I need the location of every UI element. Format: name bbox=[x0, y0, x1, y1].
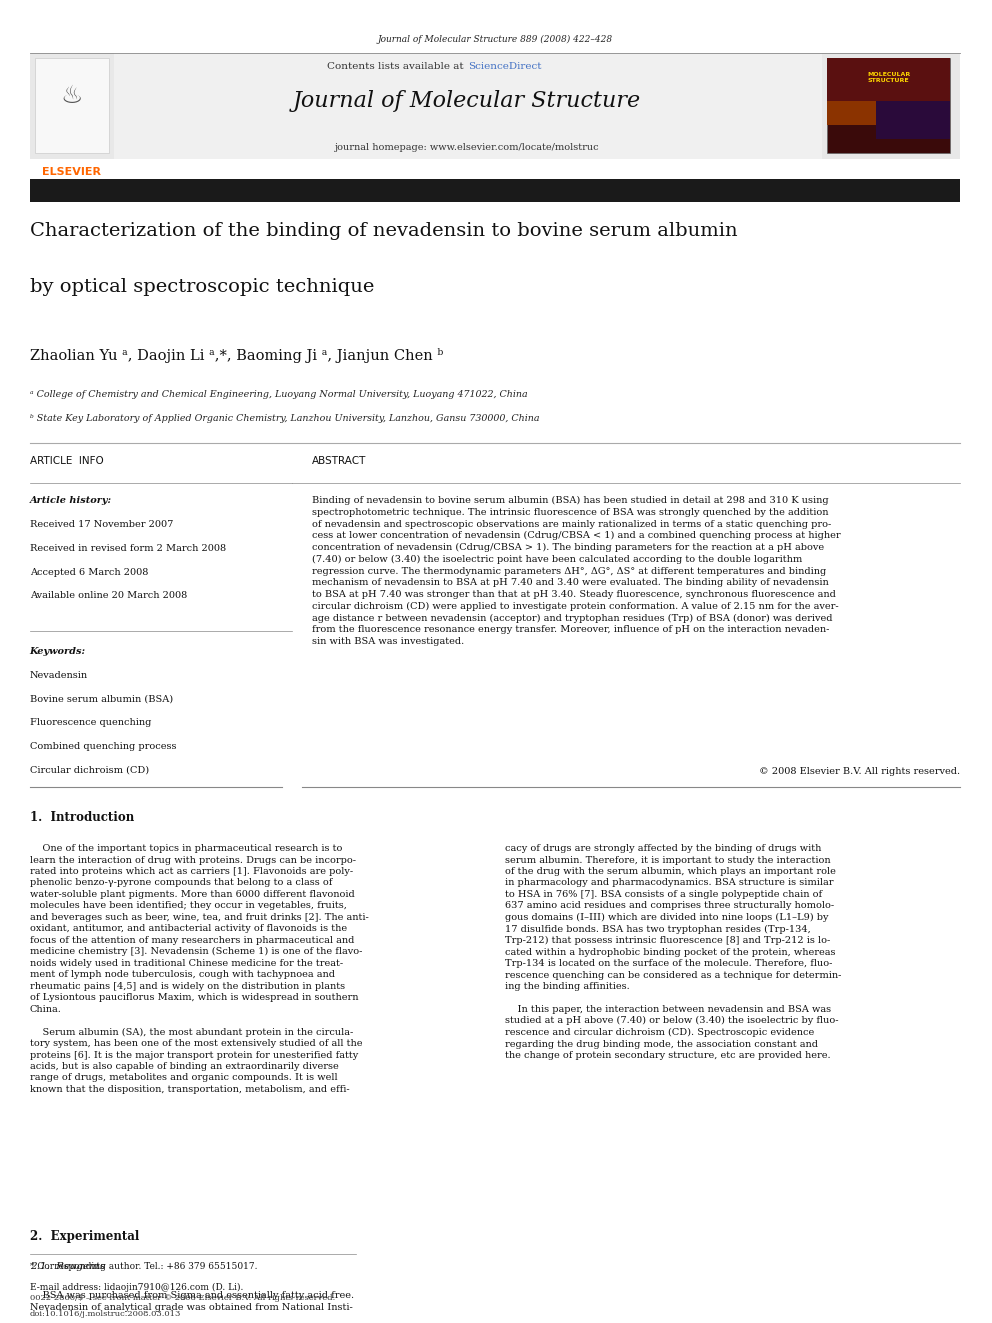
Text: Fluorescence quenching: Fluorescence quenching bbox=[30, 718, 151, 728]
Text: © 2008 Elsevier B.V. All rights reserved.: © 2008 Elsevier B.V. All rights reserved… bbox=[759, 767, 960, 777]
Text: ᵃ College of Chemistry and Chemical Engineering, Luoyang Normal University, Luoy: ᵃ College of Chemistry and Chemical Engi… bbox=[30, 390, 528, 400]
Text: MOLECULAR
STRUCTURE: MOLECULAR STRUCTURE bbox=[867, 71, 910, 82]
Text: One of the important topics in pharmaceutical research is to
learn the interacti: One of the important topics in pharmaceu… bbox=[30, 844, 368, 1094]
Text: Binding of nevadensin to bovine serum albumin (BSA) has been studied in detail a: Binding of nevadensin to bovine serum al… bbox=[311, 496, 840, 646]
Text: doi:10.1016/j.molstruc.2008.03.013: doi:10.1016/j.molstruc.2008.03.013 bbox=[30, 1310, 182, 1318]
Text: Characterization of the binding of nevadensin to bovine serum albumin: Characterization of the binding of nevad… bbox=[30, 222, 737, 241]
Text: 0022-2860/$ – see front matter © 2008 Elsevier B.V. All rights reserved.: 0022-2860/$ – see front matter © 2008 El… bbox=[30, 1294, 335, 1302]
Text: BSA was purchased from Sigma and essentially fatty acid free.
Nevadensin of anal: BSA was purchased from Sigma and essenti… bbox=[30, 1291, 354, 1311]
Text: * Corresponding author. Tel.: +86 379 65515017.: * Corresponding author. Tel.: +86 379 65… bbox=[30, 1262, 257, 1271]
Bar bbox=[826, 58, 950, 153]
Text: Contents lists available at: Contents lists available at bbox=[327, 62, 467, 70]
Bar bbox=[114, 53, 821, 159]
Bar bbox=[826, 58, 950, 101]
Bar bbox=[876, 101, 950, 139]
Text: cacy of drugs are strongly affected by the binding of drugs with
serum albumin. : cacy of drugs are strongly affected by t… bbox=[505, 844, 841, 1060]
Text: ᵇ State Key Laboratory of Applied Organic Chemistry, Lanzhou University, Lanzhou: ᵇ State Key Laboratory of Applied Organi… bbox=[30, 414, 540, 423]
Text: Received 17 November 2007: Received 17 November 2007 bbox=[30, 520, 173, 529]
Text: by optical spectroscopic technique: by optical spectroscopic technique bbox=[30, 278, 374, 296]
Text: Accepted 6 March 2008: Accepted 6 March 2008 bbox=[30, 568, 148, 577]
Text: Available online 20 March 2008: Available online 20 March 2008 bbox=[30, 591, 186, 601]
Text: ♨: ♨ bbox=[61, 85, 83, 108]
Bar bbox=[35, 58, 109, 153]
Text: ScienceDirect: ScienceDirect bbox=[468, 62, 542, 70]
Text: ARTICLE  INFO: ARTICLE INFO bbox=[30, 456, 103, 467]
Text: journal homepage: www.elsevier.com/locate/molstruc: journal homepage: www.elsevier.com/locat… bbox=[335, 143, 599, 152]
Bar bbox=[30, 179, 960, 202]
Text: Circular dichroism (CD): Circular dichroism (CD) bbox=[30, 766, 149, 775]
Text: Zhaolian Yu ᵃ, Daojin Li ᵃ,*, Baoming Ji ᵃ, Jianjun Chen ᵇ: Zhaolian Yu ᵃ, Daojin Li ᵃ,*, Baoming Ji… bbox=[30, 348, 443, 363]
Text: Article history:: Article history: bbox=[30, 496, 112, 505]
Text: Bovine serum albumin (BSA): Bovine serum albumin (BSA) bbox=[30, 695, 173, 704]
Text: ABSTRACT: ABSTRACT bbox=[311, 456, 366, 467]
Text: Received in revised form 2 March 2008: Received in revised form 2 March 2008 bbox=[30, 544, 226, 553]
Bar bbox=[826, 101, 901, 124]
Text: 2.  Experimental: 2. Experimental bbox=[30, 1230, 139, 1244]
Text: 2.1.  Reagents: 2.1. Reagents bbox=[30, 1262, 105, 1271]
Bar bbox=[30, 53, 960, 159]
Text: E-mail address: lidaojin7910@126.com (D. Li).: E-mail address: lidaojin7910@126.com (D.… bbox=[30, 1283, 243, 1293]
Text: Nevadensin: Nevadensin bbox=[30, 671, 88, 680]
Text: Journal of Molecular Structure 889 (2008) 422–428: Journal of Molecular Structure 889 (2008… bbox=[377, 34, 613, 44]
Text: Journal of Molecular Structure: Journal of Molecular Structure bbox=[294, 90, 642, 112]
Text: Keywords:: Keywords: bbox=[30, 647, 86, 656]
Text: 1.  Introduction: 1. Introduction bbox=[30, 811, 134, 824]
Text: ELSEVIER: ELSEVIER bbox=[43, 167, 101, 177]
Text: Combined quenching process: Combined quenching process bbox=[30, 742, 177, 751]
